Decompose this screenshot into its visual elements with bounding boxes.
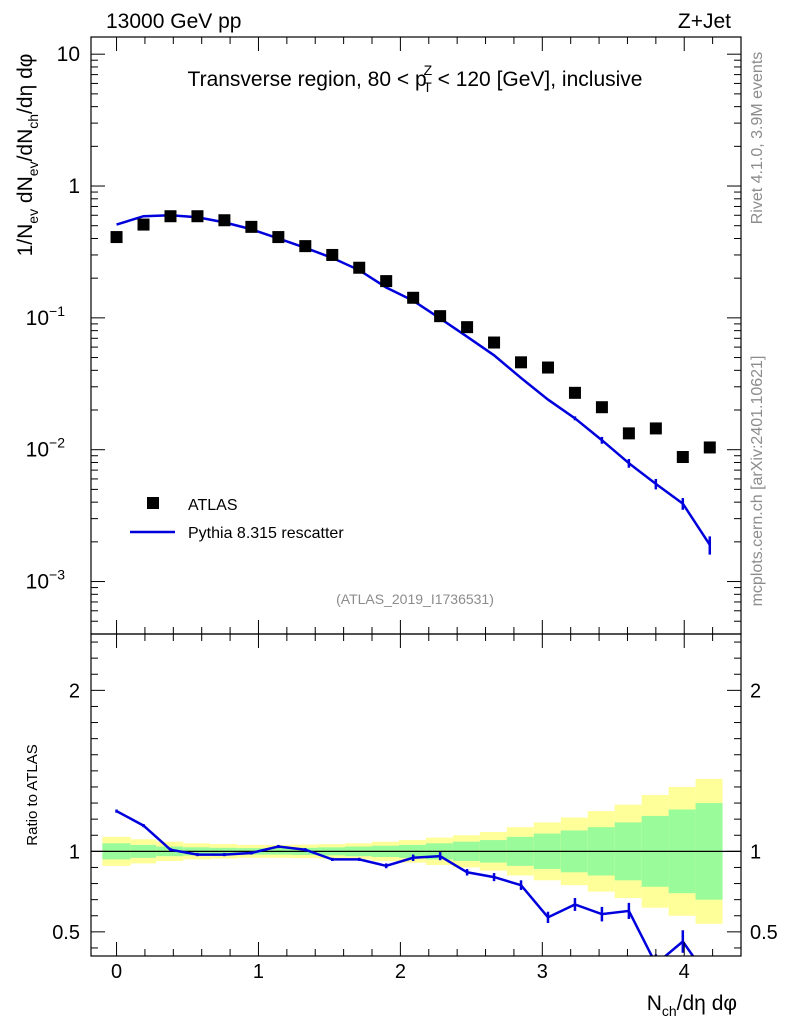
atlas-data-point: [434, 310, 447, 323]
x-tick-label: 0: [111, 961, 122, 983]
atlas-data-point: [380, 275, 393, 288]
atlas-data-point: [407, 291, 420, 304]
legend-pythia-label: Pythia 8.315 rescatter: [188, 525, 344, 542]
main-panel: 10 1 10−1 10−2 10−3 Transverse region, 80 < …: [14, 36, 742, 635]
main-y-tick-label: 10−2: [26, 435, 66, 462]
main-y-ticks: 10 1 10−1 10−2 10−3: [26, 43, 741, 635]
atlas-data-point: [676, 451, 689, 464]
atlas-data-point: [164, 210, 177, 223]
main-plot-area: [110, 210, 716, 555]
atlas-data-point: [568, 386, 581, 399]
ratio-frame: [90, 633, 742, 957]
analysis-watermark: (ATLAS_2019_I1736531): [336, 591, 494, 607]
atlas-data-point: [622, 427, 635, 440]
legend: ATLAS Pythia 8.315 rescatter: [130, 497, 344, 542]
rivet-version-label: Rivet 4.1.0, 3.9M events: [749, 52, 766, 225]
ratio-panel: 0.5 0.5 1 1 2 2 0 1 2 3 4 Ratio to ATLAS Nch/dη d…: [24, 633, 778, 1019]
atlas-data-point: [245, 220, 258, 233]
main-y-tick-label: 10−3: [26, 567, 66, 594]
x-tick-label: 3: [537, 961, 548, 983]
ratio-y-tick-label-right: 0.5: [750, 922, 778, 944]
atlas-data-point: [137, 218, 150, 231]
atlas-data-point: [353, 261, 366, 274]
ratio-y-tick-label-left: 0.5: [52, 922, 80, 944]
ratio-y-axis-label: Ratio to ATLAS: [24, 744, 41, 845]
x-tick-label: 4: [679, 961, 690, 983]
energy-label: 13000 GeV pp: [106, 10, 241, 33]
main-x-ticks: [116, 37, 742, 634]
legend-atlas-label: ATLAS: [188, 497, 238, 514]
atlas-data-point: [515, 356, 528, 369]
atlas-data-point: [191, 210, 204, 223]
ratio-y-tick-label-right: 1: [750, 841, 761, 863]
ratio-y-tick-label-right: 2: [750, 680, 761, 702]
atlas-data-point: [110, 231, 123, 244]
atlas-data-point: [541, 361, 554, 374]
process-label: Z+Jet: [678, 10, 731, 33]
atlas-data-point: [461, 321, 474, 334]
main-y-tick-label: 10: [57, 43, 80, 66]
mcplots-label: mcplots.cern.ch [arXiv:2401.10621]: [749, 356, 766, 607]
main-chart-title: Transverse region, 80 < pZ T < 120 [GeV],…: [188, 62, 643, 95]
ratio-y-tick-label-left: 2: [69, 680, 80, 702]
atlas-data-point: [649, 422, 662, 435]
main-y-tick-label: 10−1: [26, 303, 66, 330]
atlas-data-point: [595, 401, 608, 414]
x-tick-label: 1: [253, 961, 264, 983]
ratio-y-ticks: 0.5 0.5 1 1 2 2: [52, 641, 778, 949]
atlas-data-point: [299, 240, 312, 253]
main-y-axis-label: 1/Nev dNev/dNch/dη dφ: [14, 54, 41, 257]
atlas-data-point: [218, 214, 231, 227]
pythia-series-line: [116, 214, 711, 546]
legend-atlas-marker: [147, 497, 159, 509]
ratio-plot-area: [115, 809, 695, 956]
atlas-data-point: [272, 231, 285, 244]
ratio-series-group: [115, 809, 695, 956]
x-tick-label: 2: [395, 961, 406, 983]
atlas-data-point: [488, 336, 501, 349]
main-frame: [90, 36, 742, 635]
main-y-tick-label: 1: [68, 175, 80, 198]
ratio-y-tick-label-left: 1: [69, 841, 80, 863]
atlas-data-point: [703, 441, 716, 454]
atlas-data-point: [326, 248, 339, 261]
ratio-x-ticks: 0 1 2 3 4: [111, 634, 742, 983]
x-axis-label: Nch/dη dφ: [647, 992, 737, 1019]
